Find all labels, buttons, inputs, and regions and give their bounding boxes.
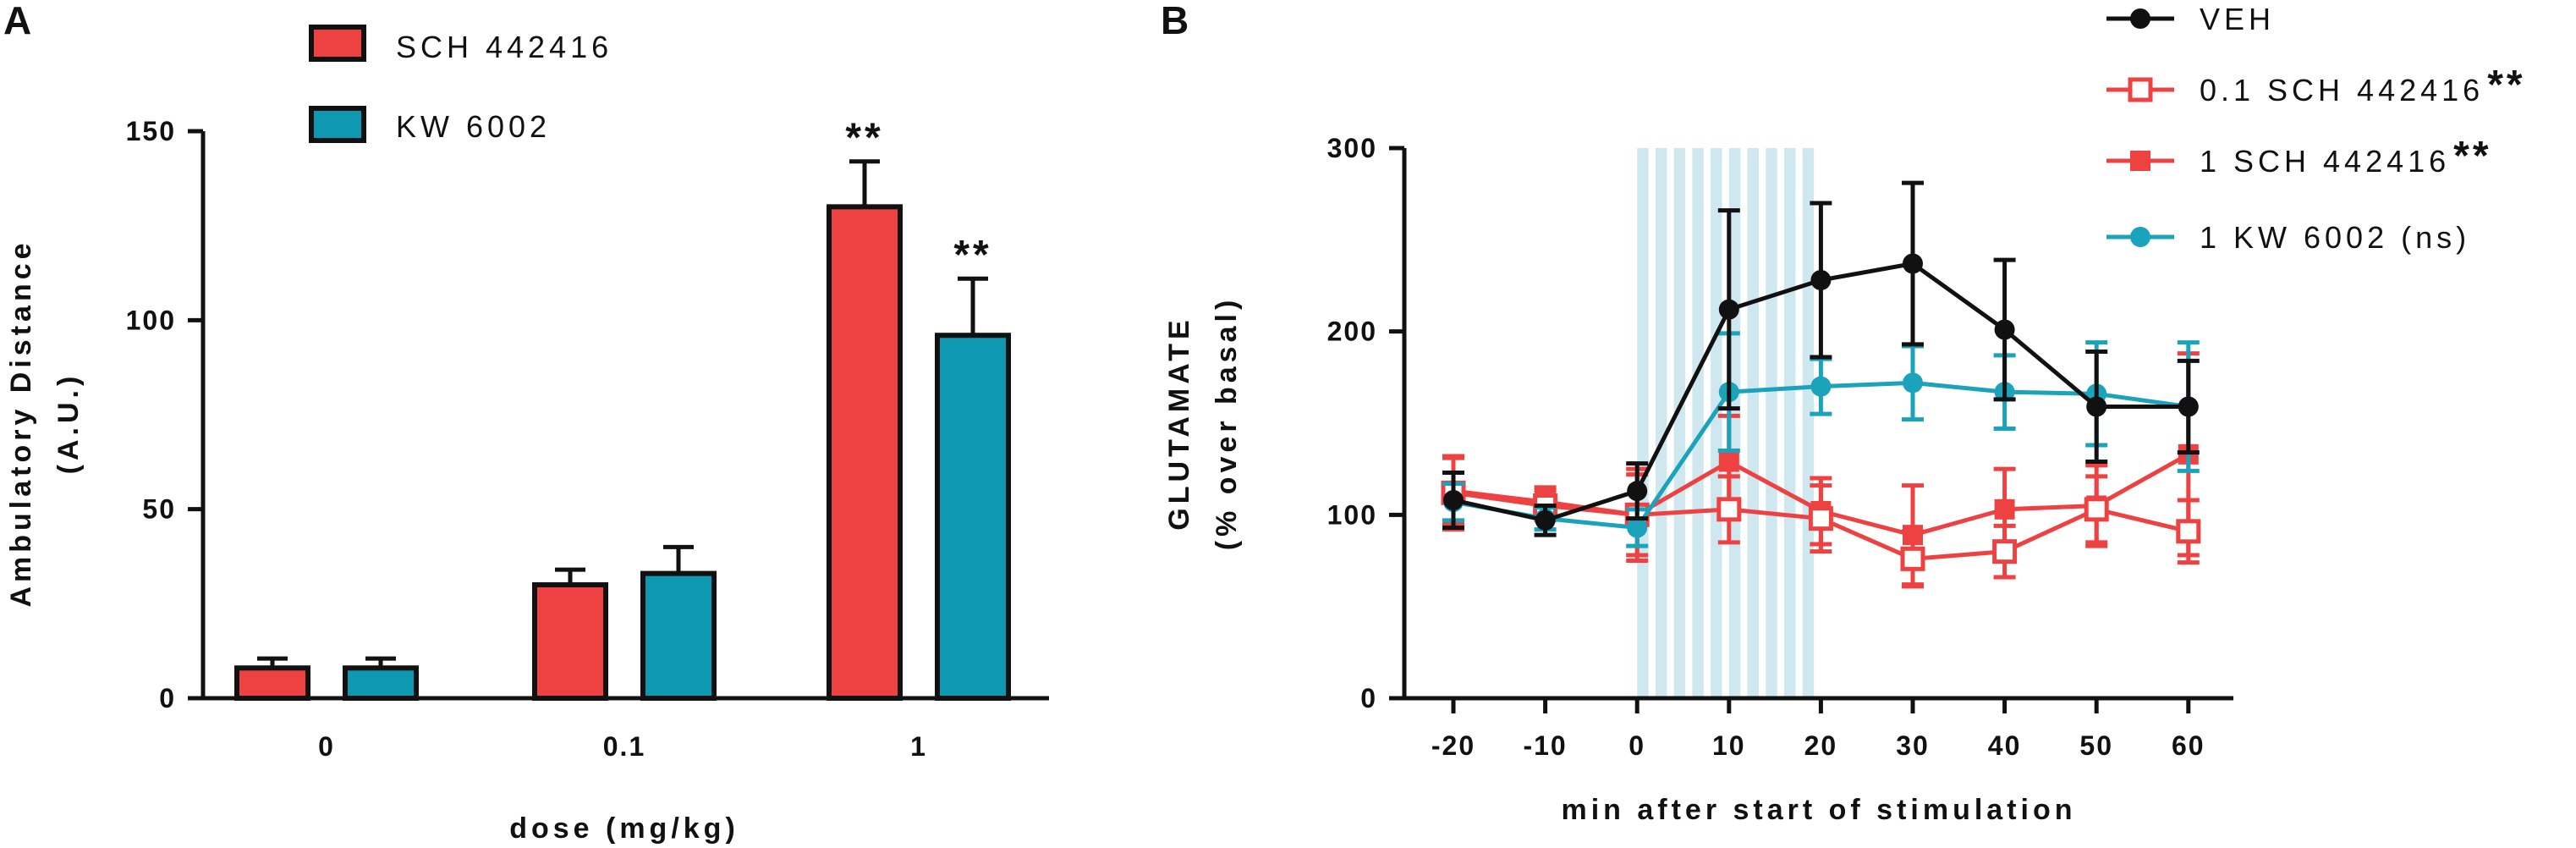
legend-marker [2128, 77, 2153, 102]
panel-b-letter: B [1161, 0, 1189, 42]
legend-label: VEH [2200, 2, 2275, 36]
panel-b-series [1441, 180, 2201, 589]
stimulation-pulse [1783, 148, 1796, 698]
stimulation-pulse [1766, 148, 1777, 698]
data-point [2084, 497, 2109, 522]
y-tick-label: 100 [126, 305, 176, 335]
panel-a-ylabel-line1: Ambulatory Distance [5, 239, 37, 607]
y-tick-label: 0 [1360, 683, 1377, 713]
bar [827, 204, 903, 702]
x-tick-label: -10 [1523, 730, 1567, 761]
stimulation-pulse [1802, 148, 1815, 698]
data-point [2086, 396, 2107, 417]
panel-a-y-axis-title: Ambulatory Distance (A.U.) [5, 239, 85, 607]
stimulation-pulse [1692, 148, 1704, 698]
legend-label: 1 KW 6002 (ns) [2200, 220, 2470, 255]
panel-b-y-axis-title: GLUTAMATE (% over basal) [1163, 296, 1243, 551]
data-point [2176, 519, 2201, 544]
x-tick-label: 30 [1896, 730, 1930, 761]
x-category-label: 1 [910, 731, 927, 762]
x-tick-label: 40 [1988, 730, 2022, 761]
x-category-label: 0.1 [603, 731, 645, 762]
legend-marker [2130, 8, 2150, 29]
data-point [1810, 376, 1832, 397]
x-tick-label: 20 [1804, 730, 1838, 761]
panel-a: A SCH 442416 KW 6002 Ambulatory Distance… [3, 0, 1049, 845]
data-point [1994, 498, 2015, 520]
stimulation-pulse [1728, 148, 1741, 698]
panel-a-y-ticks: 0 50 100 150 [126, 116, 203, 713]
x-tick-label: 60 [2172, 730, 2205, 761]
stimulation-pulse [1655, 148, 1667, 698]
data-point [1903, 372, 1923, 394]
panel-a-legend: SCH 442416 KW 6002 [309, 25, 612, 144]
x-tick-label: 10 [1712, 730, 1746, 761]
data-point [1443, 490, 1464, 510]
bar [532, 582, 608, 701]
x-tick-label: -20 [1431, 730, 1475, 761]
data-point [1716, 497, 1742, 522]
bar [343, 665, 419, 701]
data-point [1810, 270, 1832, 290]
data-point [1992, 539, 2018, 564]
data-point [1535, 509, 1556, 531]
panel-b-x-ticks: -20 -10 0 10 20 30 40 50 60 [1431, 698, 2205, 761]
panel-a-letter: A [3, 0, 31, 42]
y-tick-label: 0 [159, 683, 176, 713]
data-point [2178, 396, 2199, 417]
legend-significance: ** [2487, 63, 2525, 107]
legend-marker [2130, 151, 2150, 171]
panel-b-ylabel-line1: GLUTAMATE [1163, 316, 1195, 530]
panel-a-bars: ** ** [234, 116, 1011, 702]
panel-a-x-axis-title: dose (mg/kg) [509, 812, 739, 845]
y-tick-label: 150 [126, 116, 176, 146]
bar [640, 570, 717, 701]
stimulation-pulse [1673, 148, 1686, 698]
y-tick-label: 100 [1327, 499, 1377, 530]
y-tick-label: 200 [1327, 317, 1377, 347]
panel-b-ylabel-line2: (% over basal) [1211, 296, 1243, 551]
data-point [1808, 506, 1833, 531]
x-tick-label: 50 [2079, 730, 2113, 761]
panel-a-ylabel-line2: (A.U.) [52, 372, 85, 475]
legend-marker [2130, 227, 2150, 247]
bar [234, 665, 310, 701]
data-point [1718, 299, 1739, 320]
stimulation-pulse [1747, 148, 1759, 698]
data-point [1994, 319, 2015, 340]
significance-marker: ** [953, 233, 991, 278]
significance-marker: ** [845, 116, 883, 161]
panel-b-y-ticks: 0 100 200 300 [1327, 133, 1404, 713]
legend-significance: ** [2453, 134, 2491, 179]
panel-b-x-axis-title: min after start of stimulation [1561, 794, 2076, 826]
legend-label-kw: KW 6002 [396, 109, 551, 144]
legend-swatch-sch [309, 25, 366, 62]
stimulation-pulses [1637, 148, 1815, 698]
bar [935, 333, 1011, 701]
stimulation-pulse [1711, 148, 1722, 698]
y-tick-label: 50 [142, 494, 176, 525]
x-tick-label: 0 [1629, 730, 1645, 761]
legend-label-sch: SCH 442416 [396, 30, 612, 64]
data-point [1627, 481, 1648, 502]
data-point [1900, 546, 1925, 571]
x-category-label: 0 [318, 731, 335, 762]
data-point [1903, 253, 1923, 274]
panel-a-x-categories: 0 0.1 1 [318, 731, 927, 762]
legend-label: 1 SCH 442416 [2200, 144, 2450, 179]
stimulation-pulse [1637, 148, 1649, 698]
legend-label: 0.1 SCH 442416 [2200, 73, 2484, 107]
legend-swatch-kw [309, 106, 366, 143]
y-tick-label: 300 [1327, 133, 1377, 163]
data-point [1627, 517, 1648, 538]
data-point [1718, 451, 1739, 472]
series-0 [1442, 180, 2200, 537]
